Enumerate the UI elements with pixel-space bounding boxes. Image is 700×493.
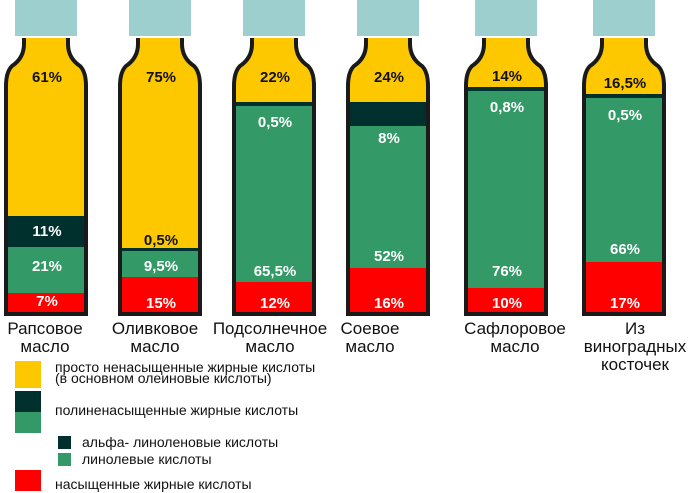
label-mono: 22%: [259, 69, 291, 86]
oil-name-name-line2: виноградных: [583, 337, 687, 356]
oil-name: Сафлоровое масло: [440, 320, 590, 356]
label-mono: 61%: [31, 69, 63, 86]
segment-alpha: [234, 102, 314, 106]
bottle-1: 61% 11% 21% 7%: [4, 0, 90, 316]
segment-alpha: [584, 94, 664, 98]
segment-linoleic: [120, 251, 200, 277]
segment-linoleic: [584, 98, 664, 262]
label-linoleic: 52%: [373, 248, 405, 265]
segment-mono: [6, 38, 86, 216]
segment-saturated: [348, 268, 428, 314]
bottle-cap: [475, 0, 537, 36]
segment-alpha: [348, 102, 428, 126]
label-linoleic: 76%: [491, 263, 523, 280]
bottle-2: 75% 0,5% 9,5% 15%: [118, 0, 204, 316]
legend-text-saturated: насыщенные жирные кислоты: [55, 476, 252, 492]
bottle-cap: [593, 0, 655, 36]
legend-text-mono-line2: (в основном олеиновые кислоты): [55, 370, 272, 386]
label-alpha: 0,5%: [257, 114, 293, 131]
oil-name-name-line1: Соевое: [340, 319, 400, 338]
oil-name-name-line3: косточек: [600, 355, 669, 374]
oil-name-name-line2: масло: [345, 337, 395, 356]
label-alpha: 11%: [32, 223, 62, 240]
oil-name-name-line2: масло: [130, 337, 180, 356]
bottle-6: 16,5% 0,5% 66% 17%: [582, 0, 668, 316]
segment-linoleic: [6, 247, 86, 293]
oil-name: Подсолнечное масло: [200, 320, 340, 356]
segment-alpha: [6, 216, 86, 247]
legend-swatch-poly-alpha: [15, 391, 41, 412]
label-alpha: 0,5%: [143, 232, 179, 249]
legend-text-mono-line1: просто ненасыщенные жирные кислоты: [55, 359, 316, 375]
label-alpha: 8%: [378, 130, 400, 147]
segment-saturated: [6, 293, 86, 314]
legend-text-alpha: альфа- линоленовые кислоты: [82, 434, 279, 450]
oil-name: Рапсовое масло: [0, 320, 90, 356]
segment-saturated: [584, 262, 664, 314]
legend-swatch-mono: [15, 361, 41, 388]
oil-name-name-line2: масло: [20, 337, 70, 356]
label-saturated: 10%: [491, 295, 523, 312]
segment-saturated: [466, 288, 546, 314]
bottle-5: 14% 0,8% 76% 10%: [464, 0, 550, 316]
label-mono: 14%: [491, 68, 523, 85]
label-mono: 75%: [145, 69, 177, 86]
label-saturated: 16%: [373, 295, 405, 312]
legend-swatch-linoleic: [58, 453, 71, 466]
segment-linoleic: [348, 126, 428, 268]
segment-saturated: [234, 282, 314, 314]
bottle-3: 22% 0,5% 65,5% 12%: [232, 0, 318, 316]
bottle-cap: [243, 0, 305, 36]
legend-text-poly: полиненасыщенные жирные кислоты: [55, 402, 299, 418]
oil-name-name-line1: Подсолнечное: [212, 319, 328, 338]
label-linoleic: 9,5%: [143, 258, 179, 275]
label-linoleic: 66%: [609, 241, 641, 258]
label-linoleic: 21%: [31, 258, 63, 275]
label-alpha: 0,8%: [489, 99, 525, 116]
legend-swatch-saturated: [15, 470, 41, 491]
label-mono: 24%: [373, 69, 405, 86]
label-mono: 16,5%: [603, 75, 647, 92]
segment-saturated: [120, 277, 200, 314]
oil-name: Оливковое масло: [100, 320, 210, 356]
oil-name-name-line1: Оливковое: [111, 319, 199, 338]
segment-alpha: [120, 248, 200, 251]
oil-name-name-line2: масло: [245, 337, 295, 356]
label-saturated: 15%: [145, 295, 177, 312]
segment-linoleic: [234, 106, 314, 282]
bottle-cap: [129, 0, 191, 36]
label-linoleic: 65,5%: [253, 263, 297, 280]
legend-swatch-alpha: [58, 436, 71, 449]
label-saturated: 12%: [259, 295, 291, 312]
oil-name-name-line1: Рапсовое: [7, 319, 83, 338]
oil-name-name-line1: Из: [624, 319, 645, 338]
segment-mono: [120, 38, 200, 248]
segment-alpha: [466, 87, 546, 91]
segment-linoleic: [466, 91, 546, 288]
legend-text-linoleic: линолевые кислоты: [82, 451, 212, 467]
oil-name-name-line2: масло: [490, 337, 540, 356]
bottle-cap: [15, 0, 77, 36]
label-saturated: 17%: [609, 295, 641, 312]
oil-name: Соевое масло: [330, 320, 410, 356]
bottle-4: 24% 8% 52% 16%: [346, 0, 432, 316]
bottle-cap: [357, 0, 419, 36]
oil-name: Из виноградных косточек: [570, 320, 700, 374]
oil-name-name-line1: Сафлоровое: [464, 319, 566, 338]
legend-swatch-poly-linoleic: [15, 412, 41, 433]
label-alpha: 0,5%: [607, 107, 643, 124]
label-saturated: 7%: [36, 293, 58, 310]
